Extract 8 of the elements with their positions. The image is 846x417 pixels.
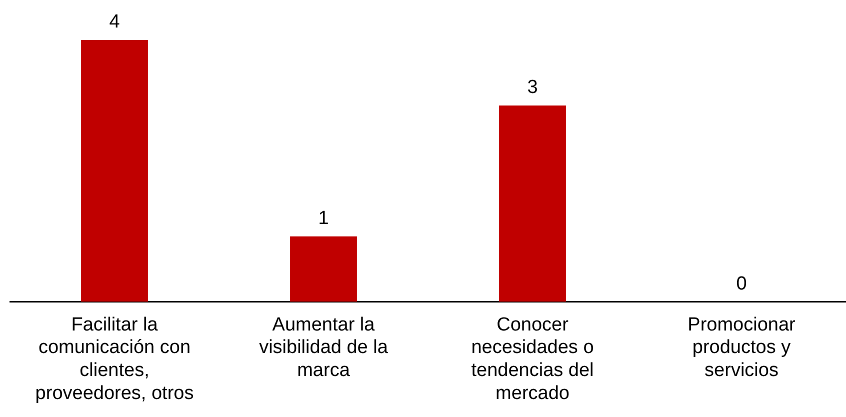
data-label: 4	[109, 12, 120, 33]
x-tick-label: Promocionar productos y servicios	[688, 314, 796, 382]
data-label: 3	[527, 77, 538, 98]
x-tick-label: Conocer necesidades o tendencias del mercado	[471, 314, 594, 404]
data-label: 0	[736, 274, 747, 295]
x-tick-label: Facilitar la comunicación con clientes, proveedores, otros	[35, 314, 194, 404]
x-tick-label: Aumentar la visibilidad de la marca	[259, 314, 388, 382]
data-label: 1	[318, 208, 329, 230]
